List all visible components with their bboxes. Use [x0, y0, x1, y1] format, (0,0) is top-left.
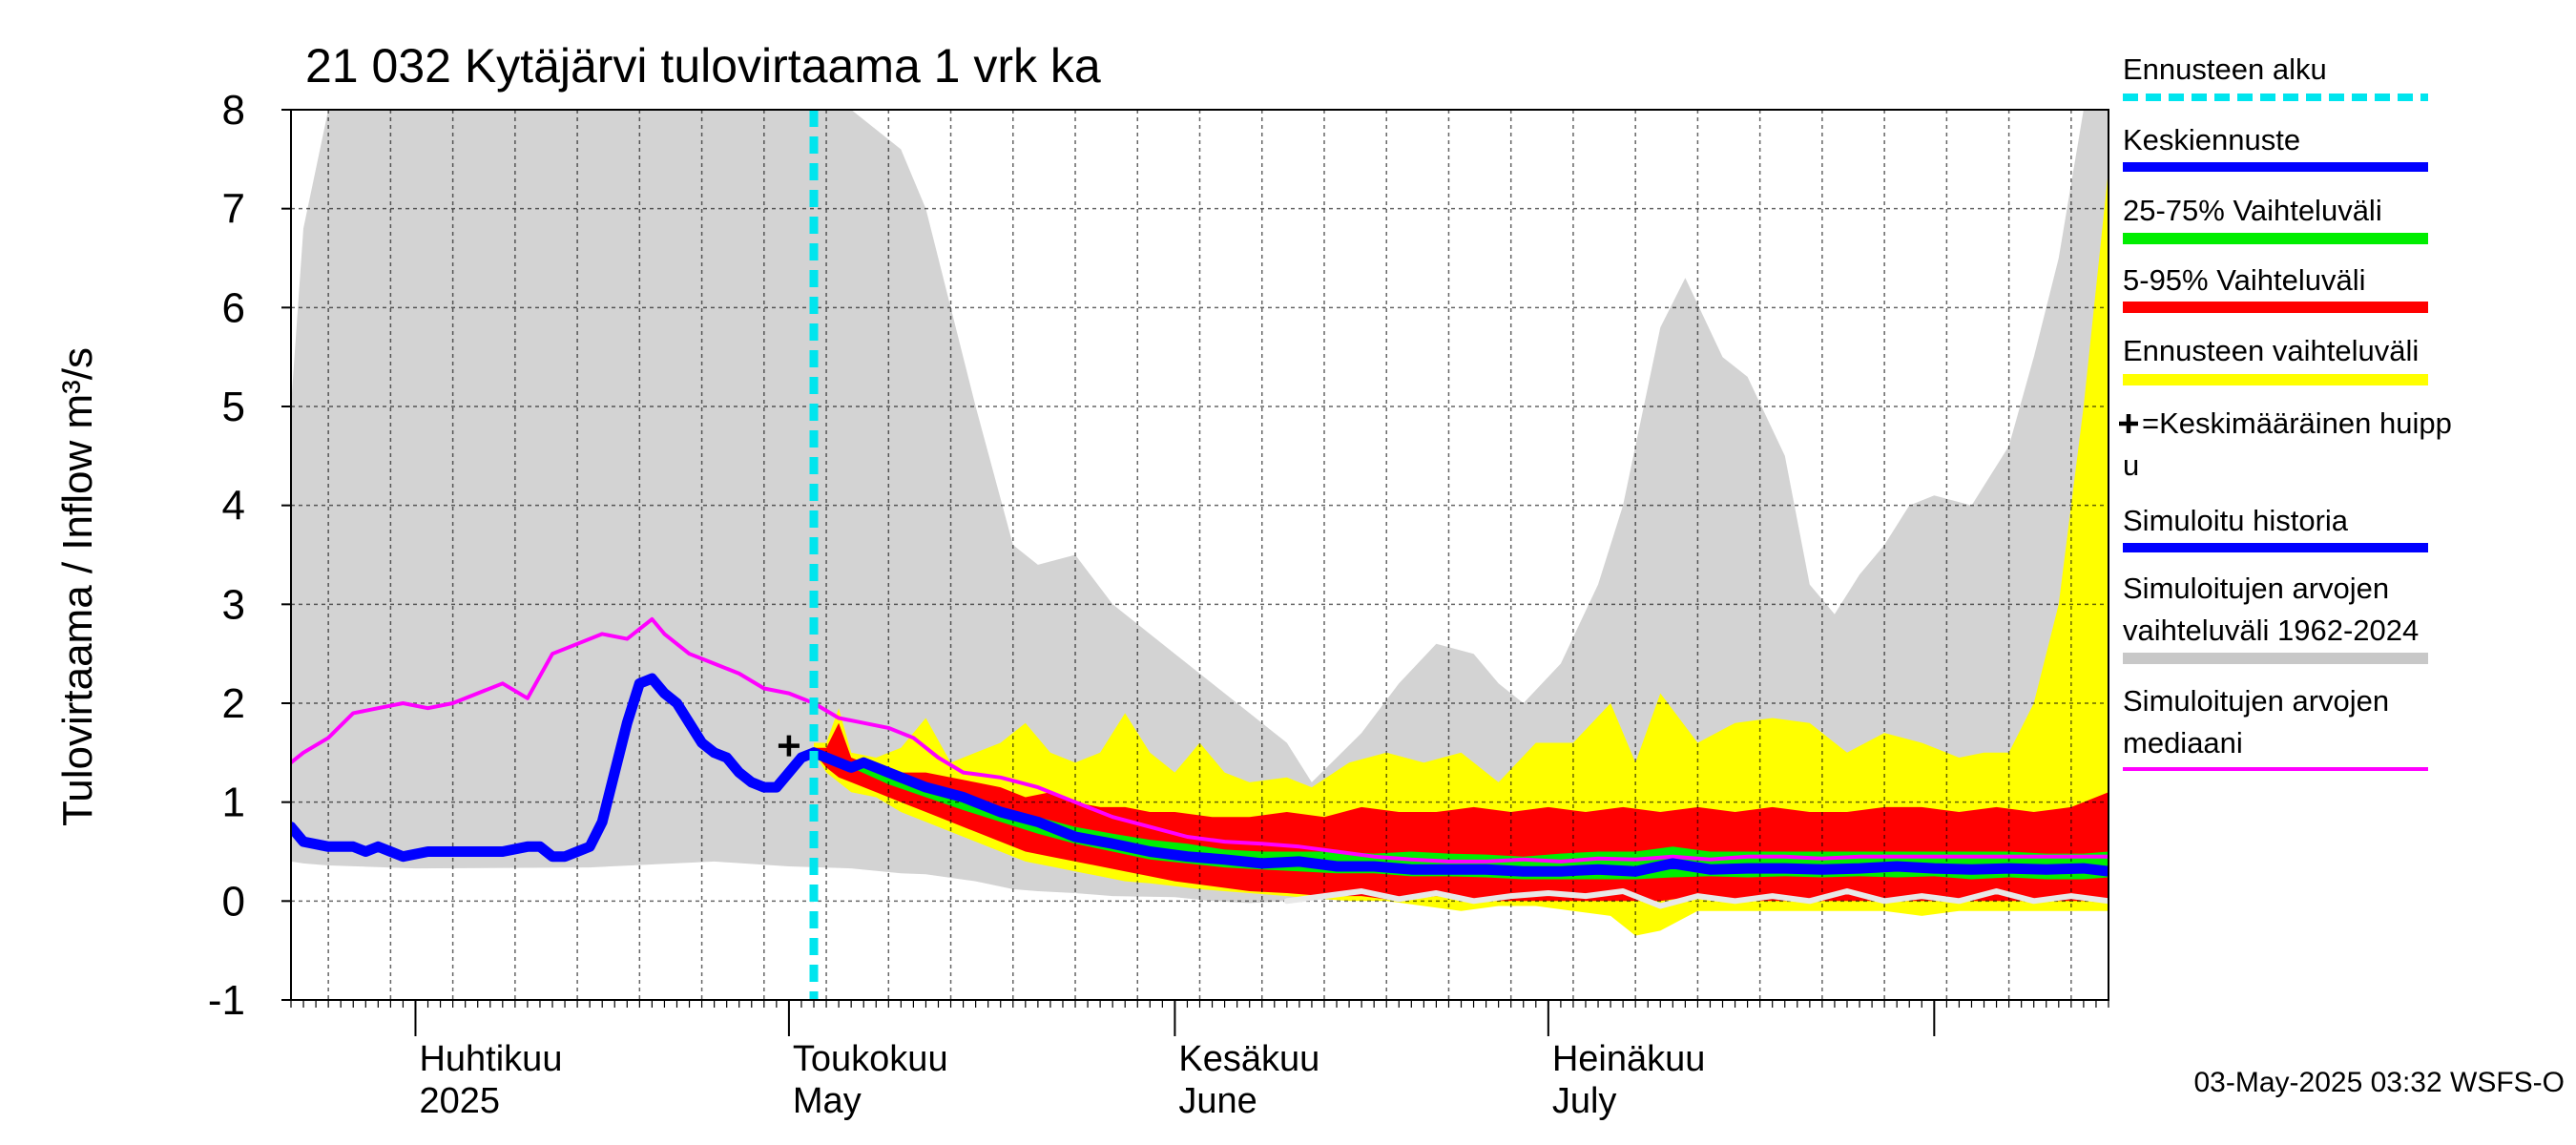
x-month-label: Toukokuu	[793, 1039, 948, 1079]
legend-item-5-95-vaihteluv-li: 5-95% Vaihteluväli	[2123, 263, 2428, 313]
y-tick-label: 3	[222, 581, 245, 628]
legend-item-simuloitujen-arvojen: Simuloitujen arvojen vaihteluväli 1962-20…	[2123, 572, 2428, 664]
y-tick-label: 6	[222, 284, 245, 331]
legend-item-simuloitu-historia: Simuloitu historia	[2123, 504, 2428, 552]
y-tick-label: 7	[222, 186, 245, 233]
y-tick-label: -1	[208, 977, 245, 1024]
x-month-label: May	[793, 1081, 862, 1121]
x-month-label: 2025	[419, 1081, 500, 1121]
legend-item-ennusteen-vaihteluv-li: Ennusteen vaihteluväli	[2123, 334, 2428, 385]
y-tick-label: 4	[222, 483, 245, 530]
legend-marker	[2119, 414, 2138, 433]
legend-label: Keskiennuste	[2123, 123, 2300, 156]
y-tick-label: 2	[222, 680, 245, 727]
line-keskiennuste	[808, 747, 2109, 877]
mean-peak-marker	[778, 735, 800, 757]
legend-item-25-75-vaihteluv-li: 25-75% Vaihteluväli	[2123, 194, 2428, 244]
legend-label: Simuloitujen arvojen	[2123, 572, 2389, 605]
series-lines	[291, 110, 2109, 1000]
legend-label-line2: mediaani	[2123, 726, 2243, 760]
legend-label-line2: u	[2123, 448, 2139, 482]
legend-label: 25-75% Vaihteluväli	[2123, 194, 2382, 227]
y-tick-label: 8	[222, 87, 245, 134]
grid-lines	[291, 110, 2109, 1000]
y-tick-label: 5	[222, 384, 245, 430]
timestamp-footer: 03-May-2025 03:32 WSFS-O	[2194, 1067, 2566, 1098]
line-simuloitujen-arvojen-minimi	[1283, 888, 2109, 909]
x-month-label: Heinäkuu	[1552, 1039, 1706, 1079]
line-simuloitujen-arvojen-mediaani	[291, 616, 2109, 864]
legend-label: =Keskimääräinen huipp	[2142, 406, 2452, 440]
axes	[281, 109, 2109, 1036]
band-simuloitujen-arvojen-vaihteluv-li-1962-2024	[291, 110, 2109, 904]
x-month-label: Kesäkuu	[1178, 1039, 1319, 1079]
legend: Ennusteen alku Keskiennuste 25-75% Vaihtel…	[2119, 52, 2452, 771]
legend-label: Simuloitujen arvojen	[2123, 684, 2389, 718]
x-month-label: June	[1178, 1081, 1257, 1121]
chart-title: 21 032 Kytäjärvi tulovirtaama 1 vrk ka	[305, 39, 1101, 93]
x-month-label: Huhtikuu	[419, 1039, 562, 1079]
x-month-label: July	[1552, 1081, 1617, 1121]
y-axis-label: Tulovirtaama / Inflow m³/s	[54, 347, 101, 826]
legend-label: Simuloitu historia	[2123, 504, 2349, 537]
legend-item-simuloitujen-arvojen: Simuloitujen arvojen mediaani	[2123, 684, 2428, 771]
legend-item-ennusteen-alku: Ennusteen alku	[2123, 52, 2428, 101]
legend-label-line2: vaihteluväli 1962-2024	[2123, 614, 2419, 647]
line-simuloitu-historia	[291, 673, 820, 863]
legend-item-keskiennuste: Keskiennuste	[2123, 123, 2428, 172]
y-tick-label: 1	[222, 780, 245, 826]
y-tick-label: 0	[222, 878, 245, 925]
legend-label: Ennusteen alku	[2123, 52, 2327, 86]
legend-label: Ennusteen vaihteluväli	[2123, 334, 2419, 367]
legend-label: 5-95% Vaihteluväli	[2123, 263, 2365, 297]
